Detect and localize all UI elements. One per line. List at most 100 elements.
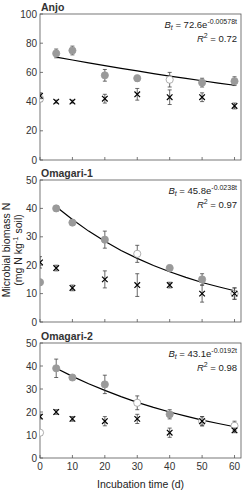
eq-rhs: = 45.8e [177,185,212,196]
error-bar [168,90,172,105]
error-bar [40,414,42,419]
circle-point [101,236,108,243]
x-tick [169,319,170,322]
x-tick [40,157,41,160]
x-tick [234,455,235,458]
cross-point [199,418,205,424]
unit-sup: -1 [11,236,20,243]
error-bar [200,285,204,302]
y-tick [40,343,43,344]
x-tick [104,157,105,160]
error-bar [135,274,139,297]
x-tick [169,455,170,458]
y-tick-label: 30 [26,231,38,242]
error-bar [54,265,58,271]
x-tick [202,319,203,322]
eq-exp: -0.0192t [211,347,237,354]
x-tick [137,319,138,322]
circle-point [53,205,60,212]
error-bar [233,103,237,109]
cross-point [199,291,205,297]
cross-point [134,282,140,288]
r2-rhs: = 0.72 [208,33,237,44]
y-tick [40,208,43,209]
cross-point [102,277,108,283]
x-axis-label: Incubation time (d) [97,478,184,490]
y-tick-label: 10 [26,288,38,299]
error-bar [200,417,204,426]
error-bar [168,282,172,288]
x-tick [104,455,105,458]
x-tick-label: 0 [37,461,43,472]
y-tick [40,72,43,73]
y-tick [40,43,43,44]
r-squared: R2 = 0.72 [197,32,237,44]
cross-point [232,291,238,297]
x-tick-label: 20 [99,461,111,472]
data-layer [40,205,238,302]
equation: Bt = 45.8e-0.0238t [168,184,237,197]
y-tick-label: 10 [26,430,38,441]
plot-frame [40,343,241,458]
cross-point [232,103,238,109]
cross-point [53,99,59,105]
x-tick [169,157,170,160]
x-tick [234,319,235,322]
y-tick-label: 60 [26,67,38,78]
r2-rhs: = 0.98 [208,362,237,373]
y-tick [40,180,43,181]
panel: Anjo020406080100Bt = 72.6e-0.00578tR2 = … [20,1,241,166]
plot-frame [40,180,241,322]
error-bar [103,417,107,426]
circle-point [40,429,44,436]
circle-point [69,219,76,226]
error-bar [135,88,139,100]
cross-point [167,94,173,100]
error-bar [135,414,139,423]
y-tick-label: 80 [26,38,38,49]
y-tick-label: 0 [31,317,37,328]
unit-text: soil) [12,214,24,236]
y-axis-label-unit: (mg N kg-1 soil) [11,214,24,285]
equation: Bt = 43.1e-0.0192t [168,347,237,360]
y-tick-label: 40 [26,96,38,107]
x-tick-label: 30 [132,461,144,472]
y-tick [40,14,43,15]
r-squared: R2 = 0.98 [197,361,237,373]
circle-point [134,75,141,82]
cross-point [232,428,238,434]
data-layer [40,359,238,437]
cross-point [40,93,43,99]
circle-point [69,374,76,381]
x-tick-label: 60 [229,461,241,472]
fit-curve [56,368,234,426]
error-bar [103,94,107,103]
equation: Bt = 72.6e-0.00578t [165,18,238,31]
y-tick-label: 20 [26,407,38,418]
error-bar [70,417,74,422]
error-bar [40,93,42,99]
error-bar [200,93,204,102]
r-squared: R2 = 0.97 [197,198,237,210]
cross-point [70,99,76,105]
figure: Anjo020406080100Bt = 72.6e-0.00578tR2 = … [0,0,247,500]
y-tick [40,130,43,131]
y-tick [40,160,43,161]
r2-rhs: = 0.97 [208,199,237,210]
x-tick [137,455,138,458]
y-tick [40,412,43,413]
y-tick [40,389,43,390]
eq-rhs: = 43.1e [177,348,212,359]
y-tick-label: 30 [26,384,38,395]
circle-point [231,78,238,85]
y-tick [40,366,43,367]
cross-point [102,418,108,424]
fit-curve [56,57,234,85]
error-bar [40,257,42,268]
y-axis-label: Microbial biomass N [0,203,12,298]
x-tick [104,319,105,322]
y-tick-label: 0 [31,155,37,166]
eq-exp: -0.00578t [207,18,237,25]
panel: Omagari-101020304050Bt = 45.8e-0.0238tR2… [0,167,241,328]
eq-exp: -0.0238t [211,184,237,191]
